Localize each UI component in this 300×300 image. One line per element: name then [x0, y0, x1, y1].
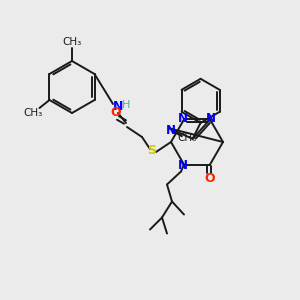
- Text: N: N: [206, 112, 216, 125]
- Text: N: N: [166, 124, 176, 137]
- Text: O: O: [111, 106, 121, 119]
- Text: N: N: [113, 100, 123, 113]
- Text: CH₃: CH₃: [62, 37, 82, 47]
- Text: CH₃: CH₃: [177, 133, 196, 143]
- Text: S: S: [148, 143, 157, 157]
- Text: O: O: [205, 172, 215, 185]
- Text: CH₃: CH₃: [24, 108, 43, 118]
- Text: N: N: [178, 112, 188, 125]
- Text: H: H: [122, 100, 130, 110]
- Text: N: N: [178, 159, 188, 172]
